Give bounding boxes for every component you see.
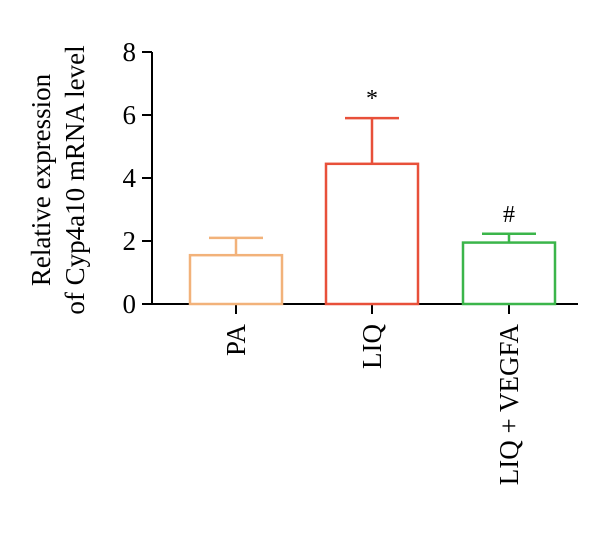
bar — [461, 241, 557, 306]
y-axis-label-line2: of Cyp4a10 mRNA level — [60, 45, 90, 314]
y-tick-label: 0 — [123, 289, 137, 319]
y-axis-label: Relative expression of Cyp4a10 mRNA leve… — [26, 45, 90, 314]
y-tick-label: 4 — [123, 163, 137, 193]
significance-marker: # — [503, 202, 515, 228]
x-tick-label: LIQ — [357, 324, 387, 369]
bar — [324, 162, 420, 306]
bars: *# — [188, 86, 557, 306]
y-tick-label: 2 — [123, 226, 137, 256]
y-tick-label: 8 — [123, 37, 137, 67]
bar — [188, 253, 284, 306]
y-axis-label-line1: Relative expression — [26, 73, 56, 286]
axes: 0 2 4 6 8 PA LIQ LIQ + VEGFA — [123, 37, 578, 486]
x-tick-label: PA — [221, 324, 251, 357]
significance-marker: * — [366, 86, 378, 112]
y-tick-label: 6 — [123, 100, 137, 130]
x-tick-label: LIQ + VEGFA — [494, 324, 524, 486]
